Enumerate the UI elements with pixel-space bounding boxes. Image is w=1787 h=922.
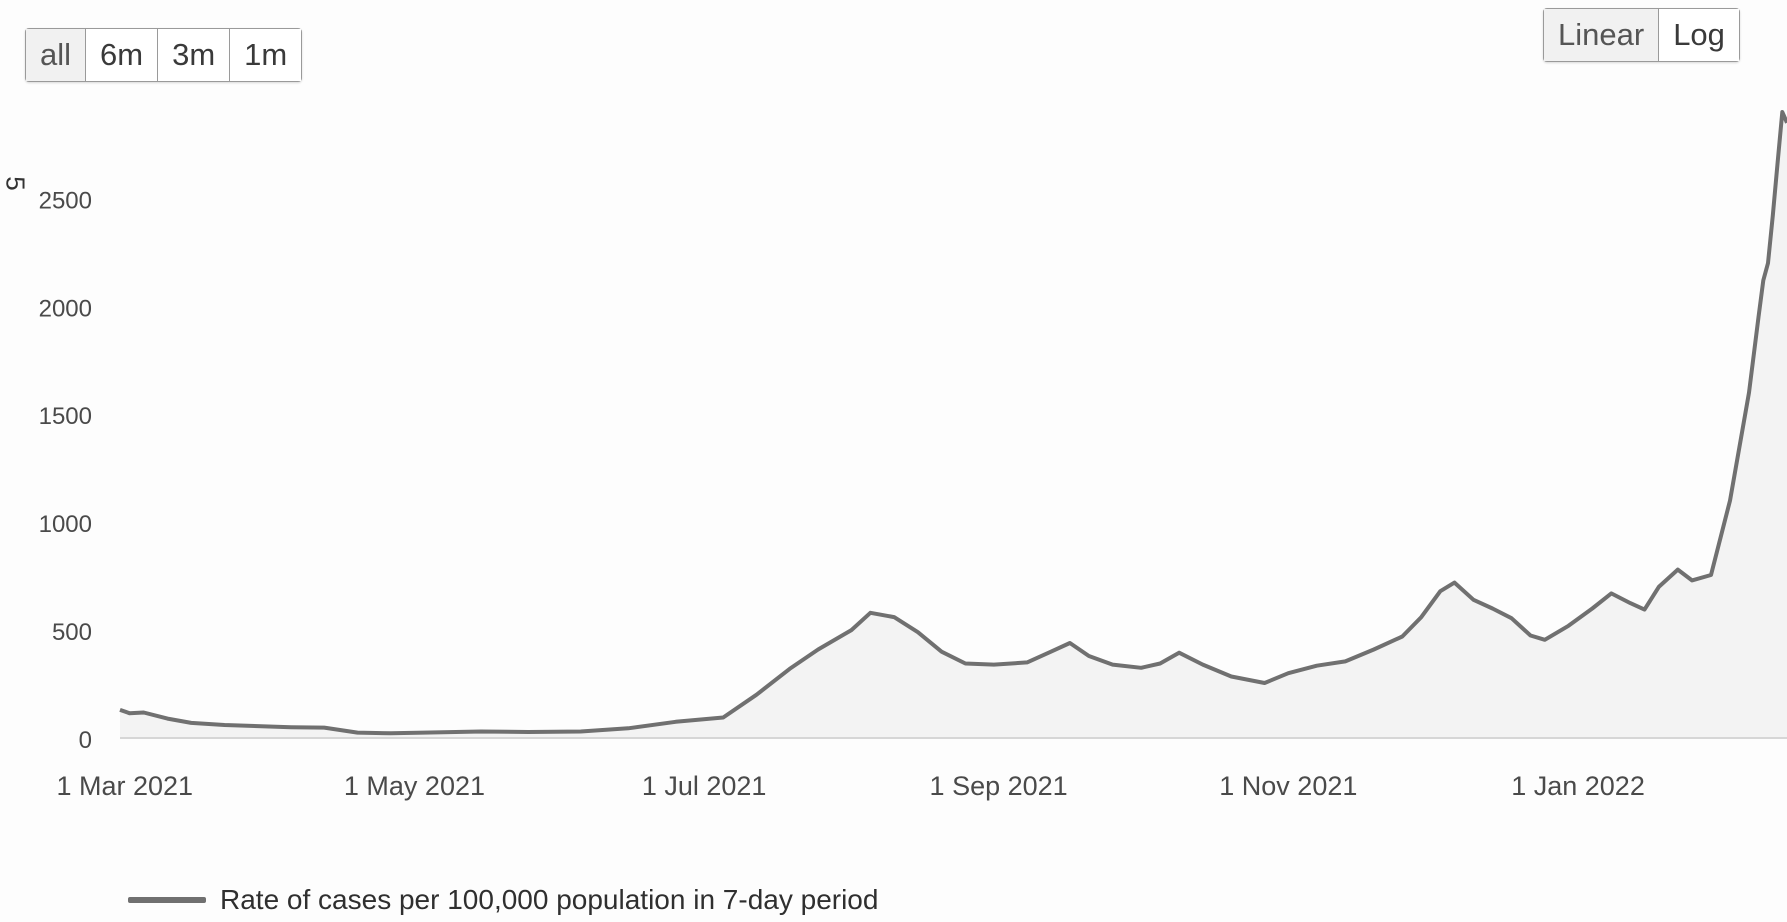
- range-6m-button[interactable]: 6m: [86, 29, 159, 81]
- y-tick-label: 1000: [39, 511, 92, 538]
- series-area-fill: [120, 112, 1787, 738]
- series-line[interactable]: [119, 110, 1787, 736]
- scale-linear-button[interactable]: Linear: [1544, 9, 1660, 61]
- x-axis: 1 Mar 2021 1 May 2021 1 Jul 2021 1 Sep 2021…: [56, 771, 1644, 801]
- x-tick-label: 1 Sep 2021: [930, 771, 1068, 801]
- legend-swatch: [128, 897, 206, 903]
- y-tick-label: 0: [79, 727, 92, 754]
- y-tick-label: 500: [52, 619, 92, 646]
- y-axis: 0 500 1000 1500 2000 2500: [39, 187, 92, 754]
- y-tick-label: 1500: [39, 403, 92, 430]
- range-3m-button[interactable]: 3m: [158, 29, 231, 81]
- x-tick-label: 1 Nov 2021: [1219, 771, 1357, 801]
- legend-label: Rate of cases per 100,000 population in …: [220, 884, 879, 915]
- scale-log-button[interactable]: Log: [1659, 9, 1739, 61]
- legend: Rate of cases per 100,000 population in …: [128, 884, 878, 916]
- x-tick-label: 1 Mar 2021: [56, 771, 193, 801]
- x-tick-label: 1 Jul 2021: [642, 771, 767, 801]
- x-tick-label: 1 Jan 2022: [1511, 771, 1645, 801]
- range-all-button[interactable]: all: [26, 29, 87, 81]
- scale-selector: Linear Log: [1543, 8, 1740, 62]
- y-tick-label: 2000: [39, 295, 92, 322]
- range-1m-button[interactable]: 1m: [230, 29, 302, 81]
- date-range-selector: all 6m 3m 1m: [25, 28, 303, 82]
- y-tick-label: 2500: [39, 187, 92, 214]
- x-tick-label: 1 May 2021: [344, 771, 485, 801]
